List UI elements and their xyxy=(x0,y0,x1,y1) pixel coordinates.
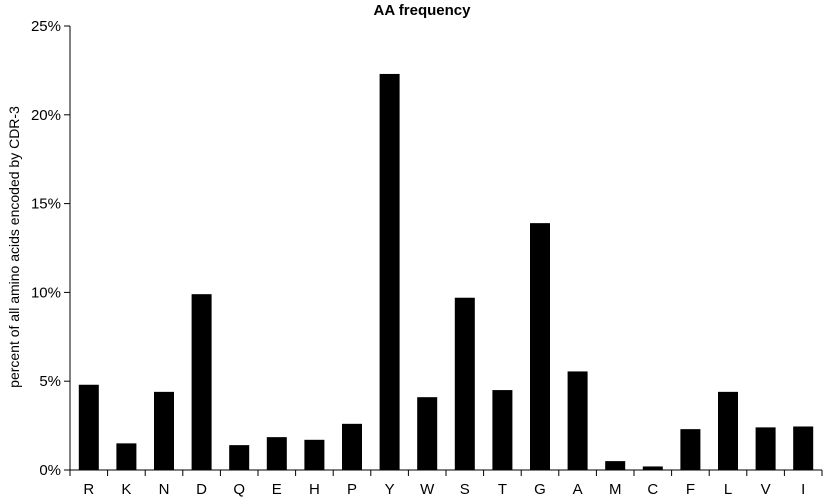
bar-P xyxy=(342,423,362,470)
bar-G xyxy=(530,223,550,470)
x-tick-label: L xyxy=(724,481,732,498)
x-tick-label: W xyxy=(420,481,435,498)
chart-title: AA frequency xyxy=(374,2,472,19)
bar-V xyxy=(755,427,776,470)
x-tick-label: E xyxy=(272,481,282,498)
bar-D xyxy=(191,294,212,470)
y-tick-label: 10% xyxy=(31,284,61,301)
x-tick-label: D xyxy=(196,481,207,498)
y-tick-label: 5% xyxy=(39,373,61,390)
x-tick-label: N xyxy=(159,481,170,498)
bar-N xyxy=(154,391,174,470)
bar-F xyxy=(680,429,701,470)
x-tick-label: R xyxy=(83,481,94,498)
y-axis: 0% 5% 10% 15% 20% 25% xyxy=(31,18,71,479)
bar-T xyxy=(492,390,513,470)
x-tick-label: G xyxy=(534,481,546,498)
x-tick-label: Q xyxy=(233,481,245,498)
bars-group xyxy=(78,73,814,471)
x-tick-label: I xyxy=(801,481,805,498)
bar-H xyxy=(304,439,325,470)
bar-M xyxy=(605,461,626,470)
bar-I xyxy=(793,426,814,470)
y-tick-label: 15% xyxy=(31,196,61,213)
x-tick-label: T xyxy=(498,481,507,498)
bar-A xyxy=(567,371,588,470)
bar-S xyxy=(454,297,475,470)
x-tick-label: H xyxy=(309,481,320,498)
x-tick-label: C xyxy=(647,481,658,498)
x-tick-label: M xyxy=(609,481,622,498)
x-tick-label: S xyxy=(460,481,470,498)
y-tick-label: 20% xyxy=(31,107,61,124)
bar-R xyxy=(78,384,99,470)
y-tick-label: 0% xyxy=(39,462,61,479)
bar-Q xyxy=(229,445,250,470)
bar-Y xyxy=(379,73,400,471)
bar-W xyxy=(417,397,438,470)
y-axis-label: percent of all amino acids encoded by CD… xyxy=(6,106,22,388)
bar-E xyxy=(266,437,287,470)
bar-K xyxy=(116,443,137,470)
x-tick-label: A xyxy=(573,481,583,498)
bar-C xyxy=(642,466,663,470)
y-tick-label: 25% xyxy=(31,18,61,35)
x-tick-label: K xyxy=(121,481,131,498)
bar-L xyxy=(718,391,738,470)
x-tick-label: F xyxy=(686,481,695,498)
x-tick-label: Y xyxy=(385,481,395,498)
x-tick-label: V xyxy=(761,481,771,498)
x-tick-label: P xyxy=(347,481,357,498)
